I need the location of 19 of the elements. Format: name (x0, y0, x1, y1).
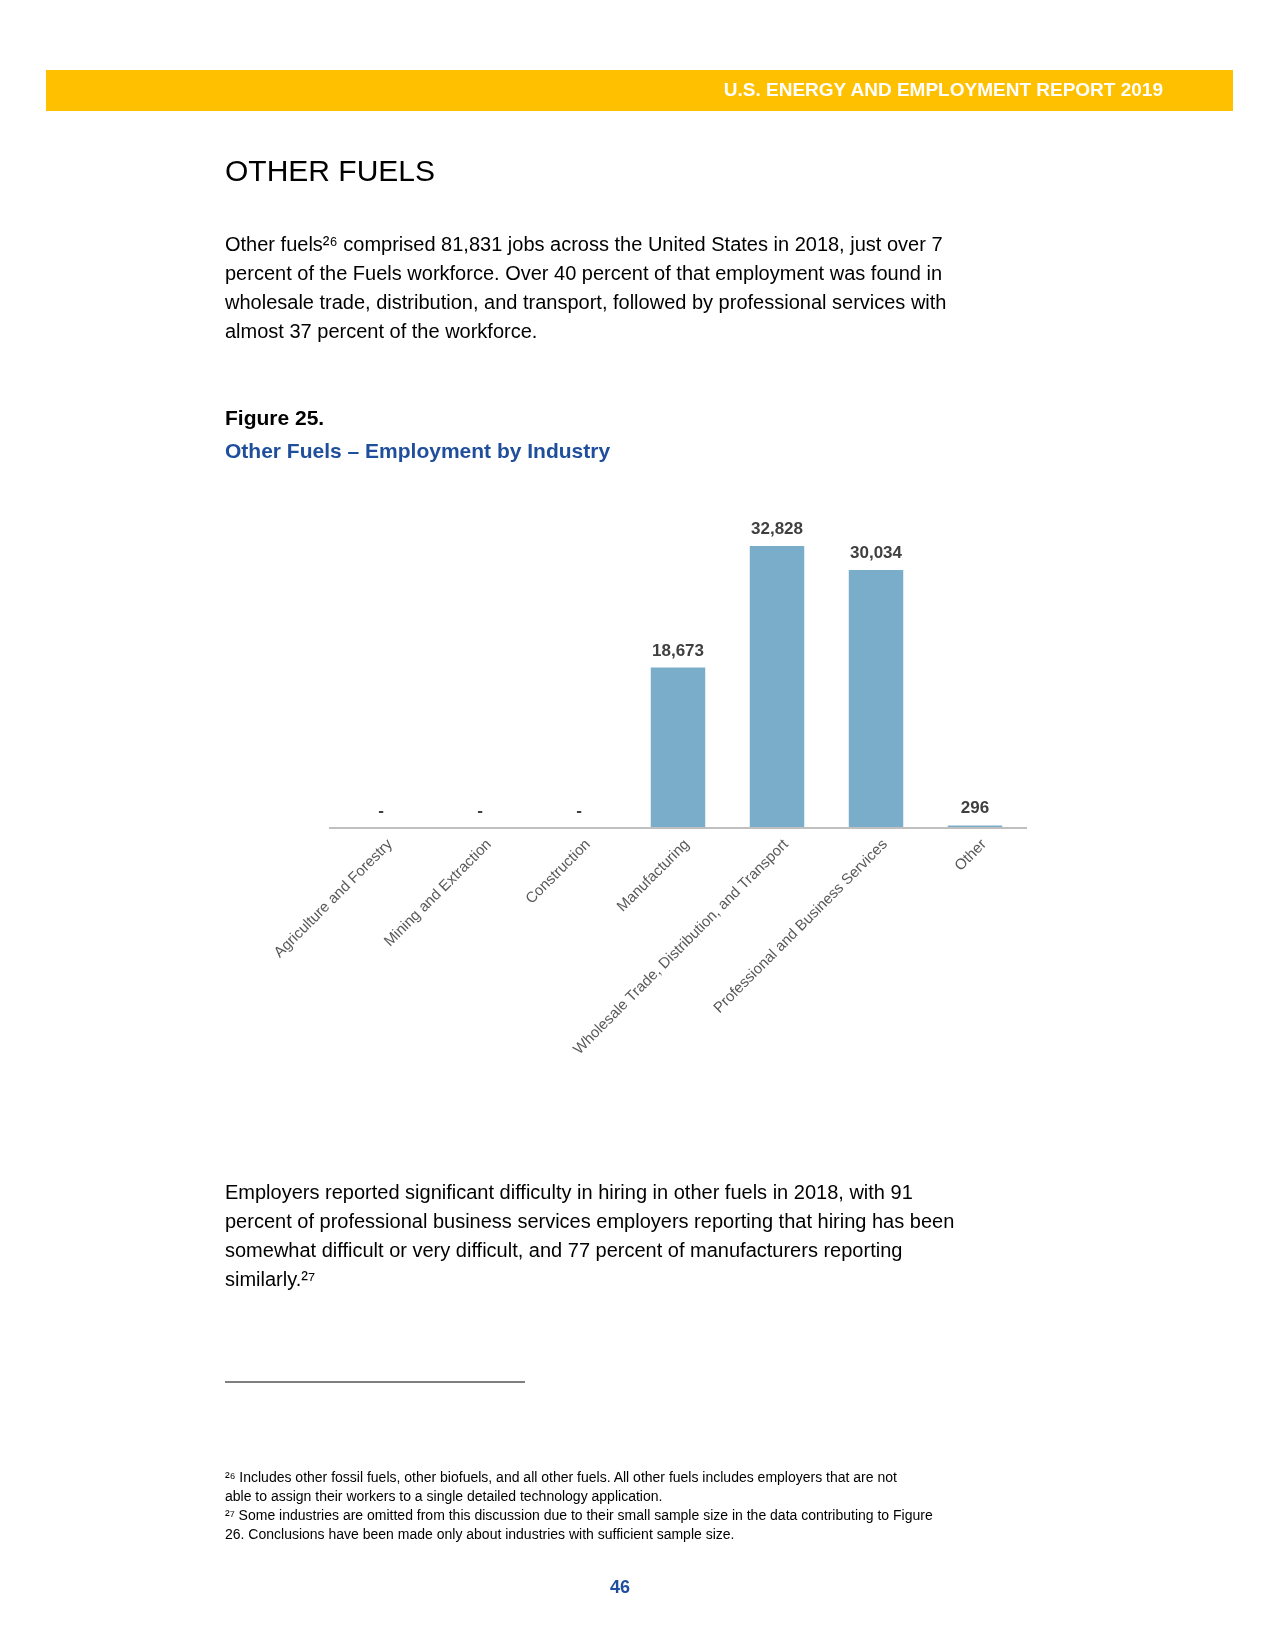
bar (650, 667, 706, 828)
text: Other fuels²⁶ comprised 81,831 jobs across the United States in 2018, just over 7 percent of the Fuels workforce. Over 40 percent of that employment was found in wholesale trade, distribution, and transport, followed by professional services with almost 37 percent of the workforce. (224, 233, 947, 342)
text: Employers reported significant difficulty in hiring in other fuels in 2018, with 91 percent of professional business services employers reporting that hiring has been somewhat difficult or very difficult, and 77 percent of manufacturers reporting similarly.²⁷ (225, 1181, 955, 1290)
chart-subtitle: Other Fuels – Employment by Industry (225, 439, 611, 462)
text: OTHER FUELS (225, 154, 436, 187)
data-label: - (576, 801, 582, 820)
bar (848, 570, 904, 828)
bar (749, 546, 805, 828)
data-label: 18,673 (652, 640, 704, 660)
data-label: 32,828 (751, 519, 804, 538)
chart-title: Figure 25. (225, 406, 325, 429)
text: ²⁷ Some industries are omitted from this discussion due to their small sample size in the data contributing to Figure 26. Conclusions have been made only about industries with sufficient sample size. (225, 1507, 933, 1542)
data-label: - (378, 801, 384, 820)
text: 46 (609, 1577, 631, 1597)
text: U.S. ENERGY AND EMPLOYMENT REPORT 2019 (723, 79, 1163, 100)
data-label: 296 (960, 798, 990, 818)
data-label: - (477, 801, 483, 820)
data-label: 30,034 (850, 543, 903, 562)
text: ²⁶ Includes other fossil fuels, other biofuels, and all other fuels. All other fuels includes employers that are not able to assign their workers to a single detailed technology application. (225, 1469, 898, 1504)
